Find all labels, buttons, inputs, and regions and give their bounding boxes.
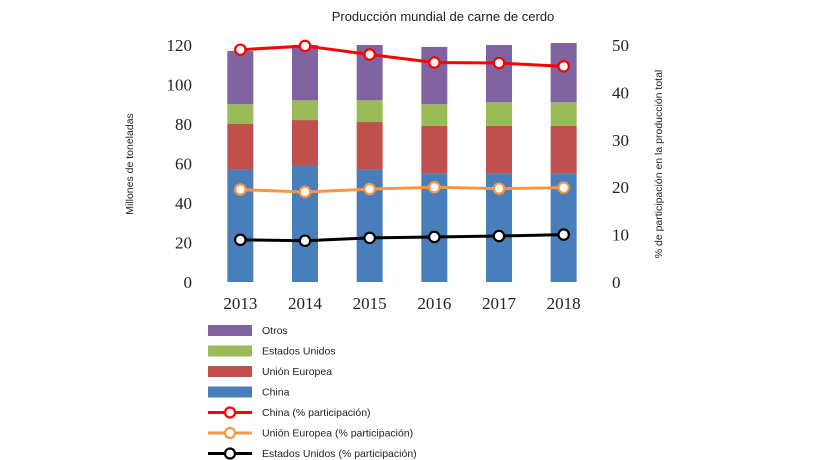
plot-area: 0 20 40 60 80 100 120 0 10 20 30 40 50 2013 2014 2015 20…: [167, 36, 630, 313]
line-point: [492, 182, 506, 195]
line-point: [557, 60, 570, 73]
bar-segment-otros: [292, 45, 318, 101]
legend-marker: [223, 426, 237, 440]
bar-segment-uni-n-europea: [421, 125, 448, 174]
legend-swatch: [208, 386, 252, 398]
line-point: [492, 56, 506, 70]
y-left-tick-label: 100: [167, 76, 193, 95]
y-left-tick-label: 60: [175, 155, 192, 174]
legend-label: Unión Europea (% participación): [262, 428, 413, 440]
x-tick-label: 2013: [223, 294, 257, 313]
bar-segment-uni-n-europea: [356, 122, 383, 170]
y-left-tick-label: 120: [167, 36, 193, 55]
line-point: [492, 229, 506, 243]
bar-segment-otros: [486, 45, 512, 103]
legend-label: Unión Europea: [262, 366, 332, 378]
chart-title: Producción mundial de carne de cerdo: [332, 9, 555, 24]
line-series: [240, 44, 564, 68]
line-point: [363, 48, 376, 61]
legend-swatch: [208, 325, 252, 336]
bar-segment-uni-n-europea: [227, 124, 254, 170]
line-point: [557, 228, 570, 241]
x-tick-label: 2018: [547, 294, 581, 313]
y-left-tick-label: 20: [175, 234, 192, 253]
line-point: [363, 182, 376, 196]
x-tick-label: 2014: [288, 294, 323, 313]
legend-label: China (% participación): [262, 407, 371, 419]
bar-segment-otros: [550, 43, 577, 103]
line-series: [240, 185, 564, 194]
legend-marker: [223, 447, 237, 460]
line-point: [428, 56, 441, 69]
bar-segment-estados-unidos: [227, 104, 254, 124]
legend-label: Estados Unidos: [262, 346, 336, 358]
x-tick-label: 2015: [353, 294, 387, 313]
legend-swatch: [208, 366, 252, 377]
y-axis-left-label: Millones de toneladas: [124, 113, 136, 215]
y-axis-right-label: % de participación en la producción tota…: [653, 70, 665, 259]
y-right-tick-label: 40: [612, 83, 629, 102]
y-right-tick-label: 0: [612, 273, 621, 292]
line-point: [298, 185, 312, 199]
line-point: [298, 234, 312, 248]
y-right-tick-label: 30: [612, 131, 629, 150]
legend: Otros Estados Unidos Unión Europea China Chi…: [208, 325, 417, 460]
bar-segment-otros: [421, 46, 448, 105]
x-tick-label: 2017: [482, 294, 517, 313]
bar-segment-estados-unidos: [550, 102, 577, 126]
y-left-tick-label: 0: [184, 273, 193, 292]
bar-segment-china: [292, 165, 318, 282]
bar-segment-uni-n-europea: [292, 120, 318, 166]
line-point: [234, 233, 247, 247]
legend-label: Estados Unidos (% participación): [262, 448, 417, 460]
x-tick-label: 2016: [417, 294, 451, 313]
bar-segment-estados-unidos: [486, 102, 512, 126]
line-point: [428, 180, 441, 194]
bar-segment-uni-n-europea: [550, 125, 577, 174]
line-point: [428, 230, 441, 244]
line-point: [557, 181, 570, 194]
bar-segment-estados-unidos: [292, 100, 318, 121]
y-right-tick-label: 20: [612, 178, 629, 197]
line-point: [234, 183, 247, 196]
y-right-tick-label: 10: [612, 226, 629, 245]
bar-segment-estados-unidos: [421, 104, 448, 126]
y-left-tick-label: 40: [175, 194, 192, 213]
line-series: [240, 233, 564, 243]
legend-marker: [223, 406, 237, 419]
legend-label: Otros: [262, 325, 288, 337]
y-left-tick-label: 80: [175, 115, 192, 134]
bar-segment-estados-unidos: [356, 100, 383, 123]
line-point: [298, 39, 312, 53]
bar-segment-otros: [227, 50, 254, 105]
line-point: [234, 43, 247, 57]
bar-segment-uni-n-europea: [486, 125, 512, 174]
y-right-tick-label: 50: [612, 36, 629, 55]
legend-swatch: [208, 345, 252, 357]
legend-label: China: [262, 387, 290, 399]
line-point: [363, 231, 376, 245]
